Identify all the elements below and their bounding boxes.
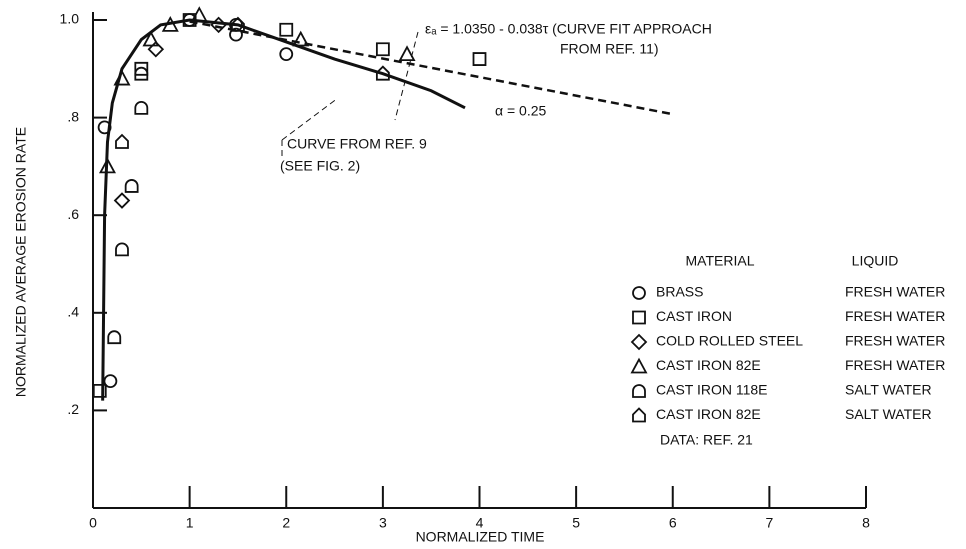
legend-label: CAST IRON [656, 308, 732, 324]
legend-label: CAST IRON 82E [656, 357, 761, 373]
point [134, 100, 149, 115]
legend-label: CAST IRON 82E [656, 406, 761, 422]
point [97, 120, 112, 135]
point [147, 41, 165, 58]
legend-liquid: FRESH WATER [845, 284, 945, 300]
x-tick-label: 7 [765, 515, 773, 531]
point [103, 374, 118, 389]
curve [101, 18, 466, 401]
point [398, 45, 416, 62]
x-tick-label: 3 [379, 515, 387, 531]
point [375, 65, 390, 81]
annotation: FROM REF. 11) [560, 41, 659, 57]
annotation: CURVE FROM REF. 9 [287, 136, 427, 152]
y-tick-label: .4 [67, 304, 79, 320]
annotation: α = 0.25 [495, 103, 547, 119]
point [210, 16, 227, 34]
point [472, 52, 487, 66]
legend-liquid: FRESH WATER [845, 357, 945, 373]
point [115, 133, 129, 149]
point [134, 66, 149, 81]
point [292, 30, 310, 47]
leader [281, 97, 339, 160]
legend-marker [632, 384, 646, 398]
x-tick-label: 4 [476, 515, 484, 531]
point [113, 192, 131, 209]
annotation: (SEE FIG. 2) [280, 158, 360, 174]
legend-note: DATA: REF. 21 [660, 432, 753, 448]
x-tick-label: 6 [669, 515, 677, 531]
y-axis-label: NORMALIZED AVERAGE EROSION RATE [13, 127, 29, 397]
legend-liquid: SALT WATER [845, 406, 932, 422]
point [98, 157, 117, 174]
point [115, 242, 129, 257]
legend-label: COLD ROLLED STEEL [656, 333, 803, 349]
point [113, 69, 131, 86]
point [279, 47, 294, 62]
y-tick-label: 1.0 [60, 11, 80, 27]
legend-marker [632, 286, 646, 300]
point [124, 179, 139, 193]
x-tick-label: 2 [282, 515, 290, 531]
legend-liquid: FRESH WATER [845, 308, 945, 324]
legend-liquid: FRESH WATER [845, 333, 945, 349]
legend-marker [630, 357, 648, 374]
point [92, 383, 107, 398]
legend-header: LIQUID [852, 253, 899, 269]
y-tick-label: .6 [67, 206, 79, 222]
point [279, 22, 294, 37]
x-tick-label: 5 [572, 515, 580, 531]
leader [394, 31, 419, 121]
x-tick-label: 1 [186, 515, 194, 531]
legend-label: CAST IRON 118E [656, 382, 768, 398]
legend-marker [632, 407, 646, 423]
legend-liquid: SALT WATER [845, 382, 932, 398]
legend-label: BRASS [656, 284, 703, 300]
y-tick-label: .2 [67, 401, 79, 417]
x-tick-label: 0 [89, 515, 97, 531]
legend-marker [632, 310, 646, 325]
legend-marker [630, 333, 648, 351]
point [182, 13, 197, 27]
point [231, 16, 245, 32]
point [375, 42, 390, 57]
annotation: εₐ = 1.0350 - 0.038τ (CURVE FIT APPROACH [425, 21, 712, 37]
x-tick-label: 8 [862, 515, 870, 531]
legend-header: MATERIAL [686, 253, 755, 269]
point [161, 15, 179, 32]
point [229, 27, 243, 42]
point [107, 330, 122, 345]
curve [189, 20, 673, 116]
y-tick-label: .8 [67, 108, 79, 124]
point [190, 6, 208, 23]
point [142, 30, 160, 47]
x-axis-label: NORMALIZED TIME [416, 529, 545, 545]
